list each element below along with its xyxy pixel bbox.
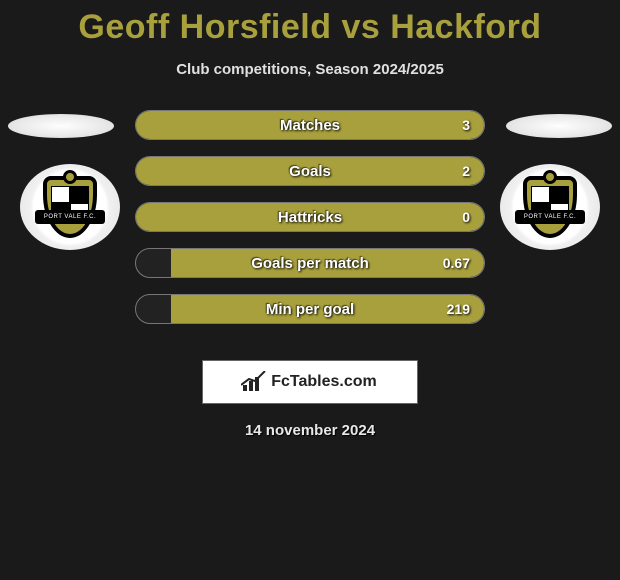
stat-row-hattricks: Hattricks 0 [135,202,485,232]
stat-label: Min per goal [266,301,354,318]
player-avatar-left [8,114,114,138]
club-badge-right: PORT VALE F.C. [500,164,600,250]
stat-value-right: 219 [447,301,470,317]
shield-icon: PORT VALE F.C. [43,176,97,238]
stat-label: Goals per match [251,255,369,272]
stat-row-goals: Goals 2 [135,156,485,186]
club-banner: PORT VALE F.C. [35,210,105,224]
stat-value-right: 2 [462,163,470,179]
page-title: Geoff Horsfield vs Hackford [0,0,620,47]
player-avatar-right [506,114,612,138]
stat-label: Hattricks [278,209,342,226]
footer-date: 14 november 2024 [0,422,620,439]
stat-row-matches: Matches 3 [135,110,485,140]
stat-value-right: 0.67 [443,255,470,271]
brand-box[interactable]: FcTables.com [202,360,418,404]
stat-label: Goals [289,163,331,180]
bar-chart-icon [243,373,265,391]
brand-text: FcTables.com [271,373,377,391]
comparison-area: PORT VALE F.C. PORT VALE F.C. Matches 3 … [0,110,620,350]
stat-row-mpg: Min per goal 219 [135,294,485,324]
club-banner: PORT VALE F.C. [515,210,585,224]
stats-bars: Matches 3 Goals 2 Hattricks 0 Goals per … [135,110,485,340]
stat-label: Matches [280,117,340,134]
stat-value-right: 0 [462,209,470,225]
shield-icon: PORT VALE F.C. [523,176,577,238]
page-subtitle: Club competitions, Season 2024/2025 [0,61,620,78]
stat-value-right: 3 [462,117,470,133]
stat-row-gpm: Goals per match 0.67 [135,248,485,278]
club-badge-left: PORT VALE F.C. [20,164,120,250]
